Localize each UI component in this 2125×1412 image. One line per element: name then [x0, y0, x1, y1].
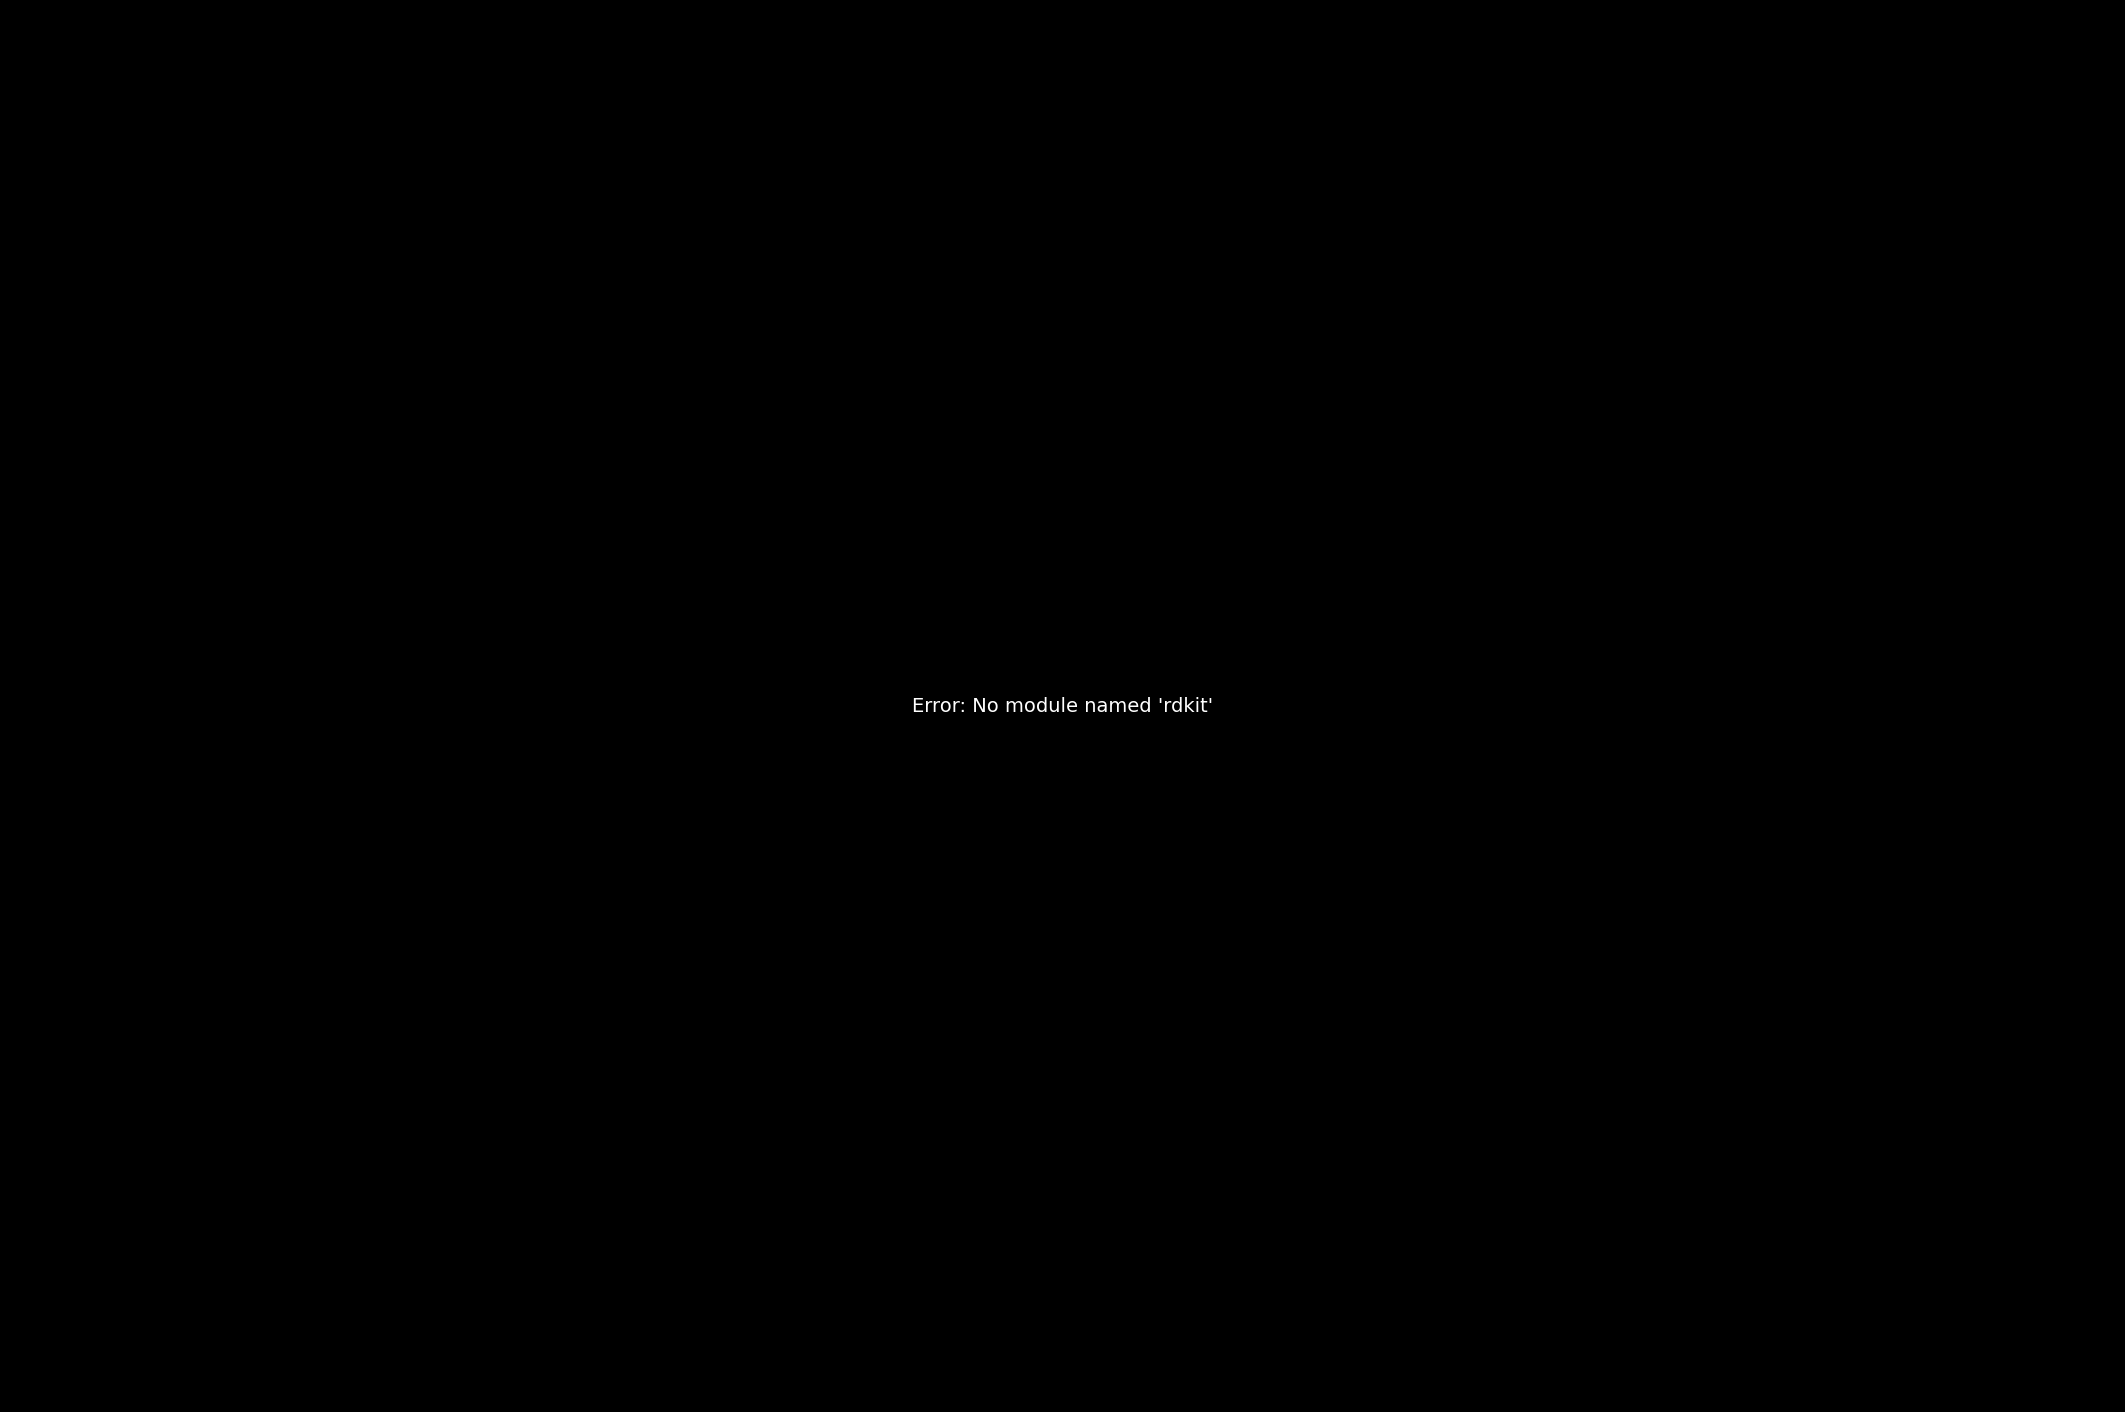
Text: Error: No module named 'rdkit': Error: No module named 'rdkit' — [912, 696, 1213, 716]
